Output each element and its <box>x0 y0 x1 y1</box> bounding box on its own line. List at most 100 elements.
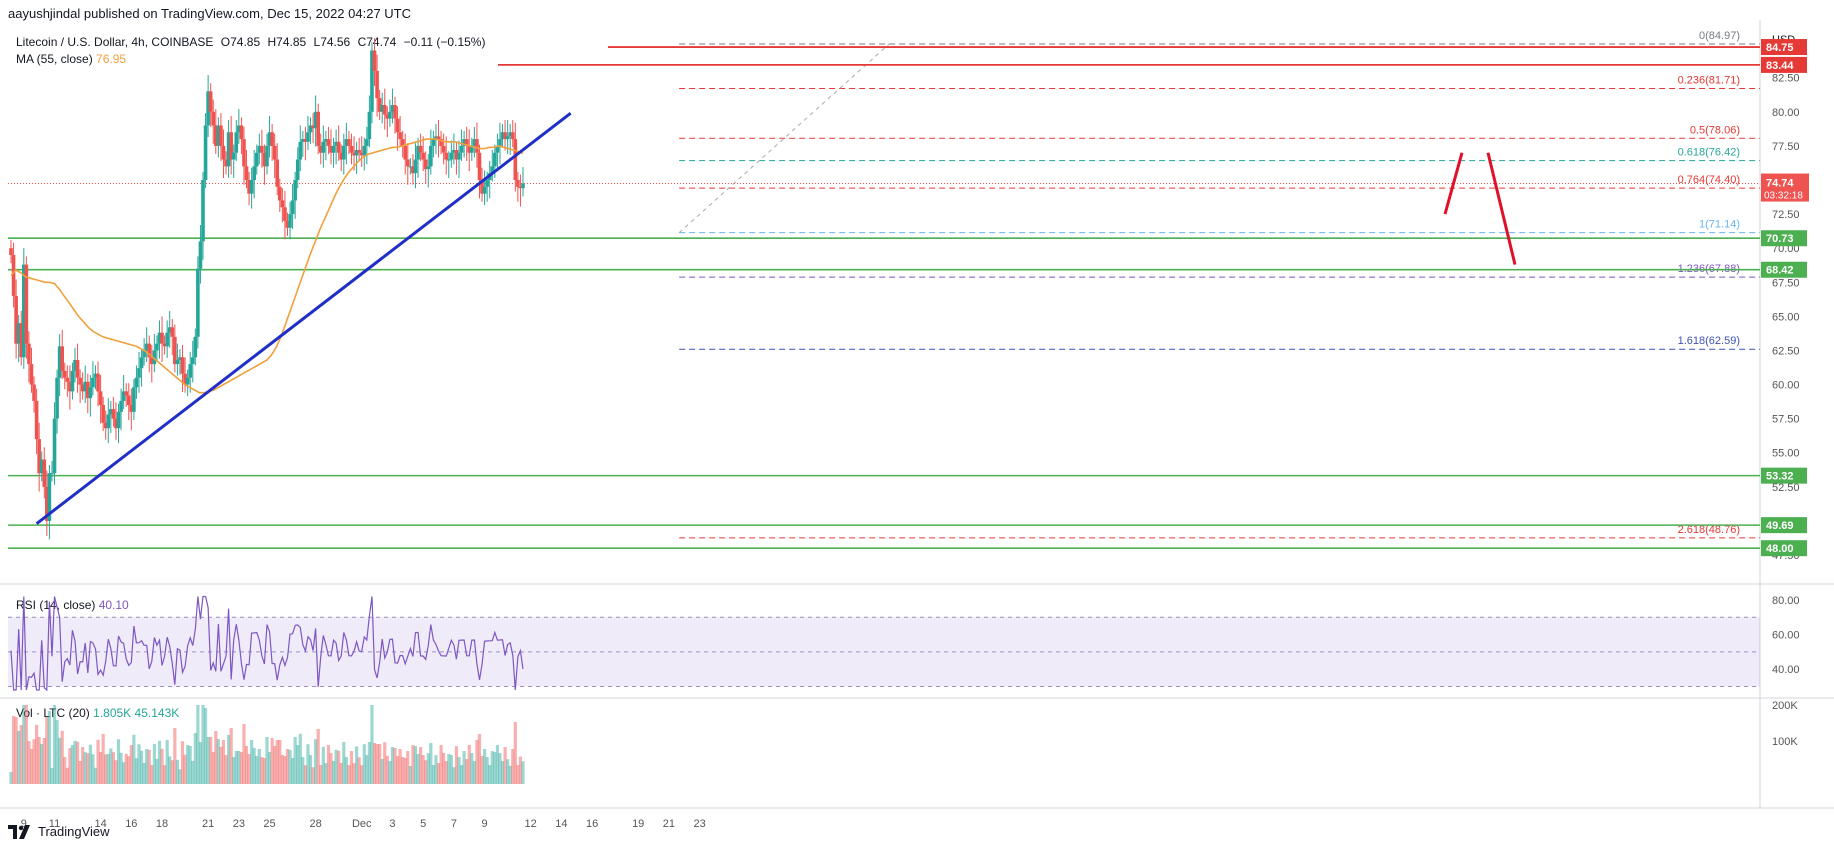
volume-bar <box>93 767 98 784</box>
volume-bar <box>303 765 307 784</box>
time-tick-label: 5 <box>420 818 426 830</box>
volume-bar <box>485 757 489 784</box>
candle-body <box>237 125 241 133</box>
candle-body <box>193 336 198 358</box>
volume-bar <box>472 761 476 784</box>
volume-bar <box>434 755 438 784</box>
fib-level-label: 0.618(76.42) <box>1678 147 1740 159</box>
volume-bar <box>365 755 369 784</box>
volume-bar <box>349 751 354 784</box>
volume-bar <box>73 740 77 784</box>
volume-bar <box>65 767 69 784</box>
volume-bar <box>324 763 328 784</box>
candle-body <box>201 180 205 242</box>
volume-bar <box>449 755 453 784</box>
candle-body <box>42 459 47 487</box>
candle-body <box>80 384 85 392</box>
candle-body <box>418 145 423 153</box>
candle-body <box>260 145 264 153</box>
volume-bar <box>367 742 371 784</box>
candle-body <box>303 139 308 142</box>
volume-bar <box>483 749 487 784</box>
volume-bar <box>521 761 525 784</box>
candle-body <box>283 207 287 221</box>
volume-bar <box>401 757 405 784</box>
price-tick-label: 55.00 <box>1772 448 1800 460</box>
volume-bar <box>32 739 36 784</box>
candle-body <box>470 145 474 153</box>
rsi-tick-label: 80.00 <box>1772 595 1800 607</box>
volume-bar <box>129 745 133 784</box>
bullish-trend-line <box>35 111 572 525</box>
time-tick-label: 23 <box>694 818 706 830</box>
candle-body <box>498 139 502 146</box>
price-tick-label: 77.50 <box>1772 141 1800 153</box>
candle-body <box>126 395 131 405</box>
candle-body <box>96 373 100 392</box>
volume-bar <box>47 711 51 784</box>
candle-body <box>206 91 210 126</box>
candle-body <box>75 360 80 378</box>
volume-bar <box>408 766 412 784</box>
candle-body <box>490 166 495 174</box>
candle-body <box>231 152 236 160</box>
volume-bar <box>357 757 361 784</box>
support-price-label: 48.00 <box>1766 543 1794 555</box>
candle-body <box>119 400 123 412</box>
candle-body <box>198 241 203 269</box>
candle-body <box>37 439 41 474</box>
candle-body <box>185 377 190 385</box>
time-tick-label: 18 <box>156 818 168 830</box>
candle-body <box>398 132 402 140</box>
rsi-tick-label: 40.00 <box>1772 664 1800 676</box>
time-tick-label: Dec <box>352 818 372 830</box>
candle-body <box>388 111 392 119</box>
candle-body <box>45 486 49 521</box>
candle-body <box>377 98 382 112</box>
volume-bar <box>280 755 284 784</box>
volume-bar <box>431 765 435 784</box>
candle-body <box>60 346 64 371</box>
volume-bar <box>188 746 192 784</box>
candle-body <box>347 139 351 146</box>
volume-bar <box>506 759 510 784</box>
candle-body <box>24 264 29 344</box>
volume-legend: Vol · LTC (20) 1.805K 45.143K <box>16 706 179 720</box>
volume-bar <box>339 763 343 784</box>
volume-bar <box>293 737 297 784</box>
volume-bar <box>227 735 231 784</box>
support-price-label: 49.69 <box>1766 520 1794 532</box>
volume-bar <box>29 749 34 784</box>
candle-body <box>101 405 105 423</box>
footer-brand: TradingView <box>8 824 110 839</box>
time-tick-label: 9 <box>21 818 27 830</box>
volume-bar <box>480 756 484 784</box>
volume-bar <box>452 767 456 784</box>
candle-body <box>493 152 497 167</box>
candle-body <box>265 145 269 167</box>
candle-body <box>183 373 187 385</box>
volume-bar <box>35 724 39 784</box>
ma-label: MA (55, close) <box>16 52 93 66</box>
volume-bar <box>219 747 223 784</box>
price-tick-label: 65.00 <box>1772 311 1800 323</box>
candle-body <box>267 132 272 146</box>
low-value: L74.56 <box>313 35 351 49</box>
volume-bar <box>500 761 505 784</box>
ma55-line <box>10 138 524 394</box>
candle-body <box>421 152 425 160</box>
candle-body <box>408 166 413 168</box>
candle-body <box>411 166 415 174</box>
candle-body <box>441 145 446 153</box>
volume-bar <box>314 739 318 784</box>
volume-bar <box>127 756 131 784</box>
candle-body <box>482 186 487 194</box>
candle-body <box>39 459 44 474</box>
candle-body <box>270 132 274 146</box>
candle-body <box>503 132 507 140</box>
candle-body <box>306 132 310 142</box>
candle-body <box>385 114 390 119</box>
publisher-header: aayushjindal published on TradingView.co… <box>8 6 412 21</box>
volume-bar <box>157 740 162 784</box>
